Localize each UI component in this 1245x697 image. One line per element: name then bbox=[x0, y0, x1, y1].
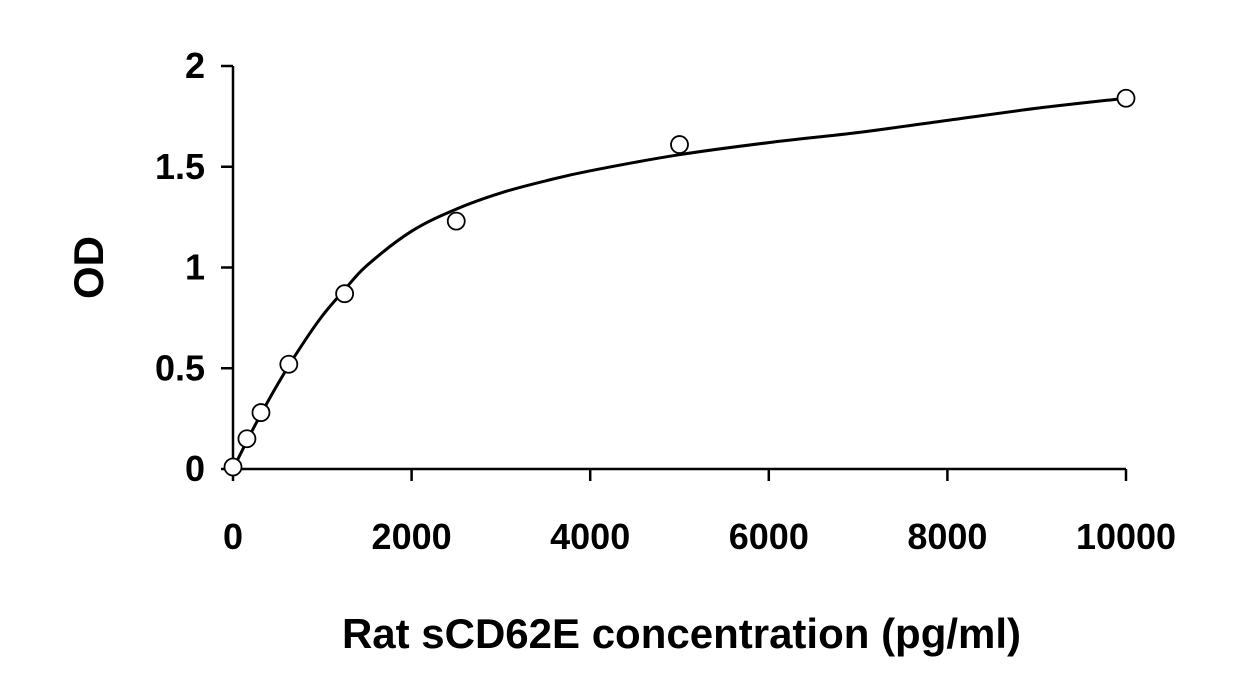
axes bbox=[231, 66, 1126, 471]
x-tick-label: 8000 bbox=[907, 516, 987, 557]
x-tick-label: 0 bbox=[223, 516, 243, 557]
fit-curve-line bbox=[231, 96, 1127, 470]
x-tick-label: 10000 bbox=[1076, 516, 1176, 557]
y-tick-label: 1 bbox=[185, 247, 205, 288]
y-tick-label: 1.5 bbox=[155, 146, 205, 187]
data-point bbox=[223, 457, 243, 477]
data-point bbox=[251, 403, 271, 422]
y-tick-label: 0 bbox=[185, 448, 205, 489]
fit-curve-layer bbox=[231, 96, 1127, 470]
axis-ticks: 0 0.5 1 1.5 2 0 2000 4000 6000 8000 10000 bbox=[155, 45, 1176, 557]
data-points bbox=[223, 88, 1136, 477]
y-tick-label: 2 bbox=[185, 45, 205, 86]
x-axis-title: Rat sCD62E concentration (pg/ml) bbox=[342, 610, 1021, 657]
x-tick-label: 6000 bbox=[729, 516, 809, 557]
y-tick-label: 0.5 bbox=[155, 347, 205, 388]
data-point bbox=[279, 354, 299, 374]
data-point bbox=[446, 211, 466, 231]
x-tick-label: 4000 bbox=[550, 516, 630, 557]
data-point bbox=[670, 135, 689, 154]
data-point bbox=[237, 429, 257, 449]
x-tick-label: 2000 bbox=[372, 516, 452, 557]
data-point bbox=[1116, 88, 1136, 108]
y-axis-title: OD bbox=[65, 236, 112, 299]
data-point bbox=[335, 284, 355, 304]
